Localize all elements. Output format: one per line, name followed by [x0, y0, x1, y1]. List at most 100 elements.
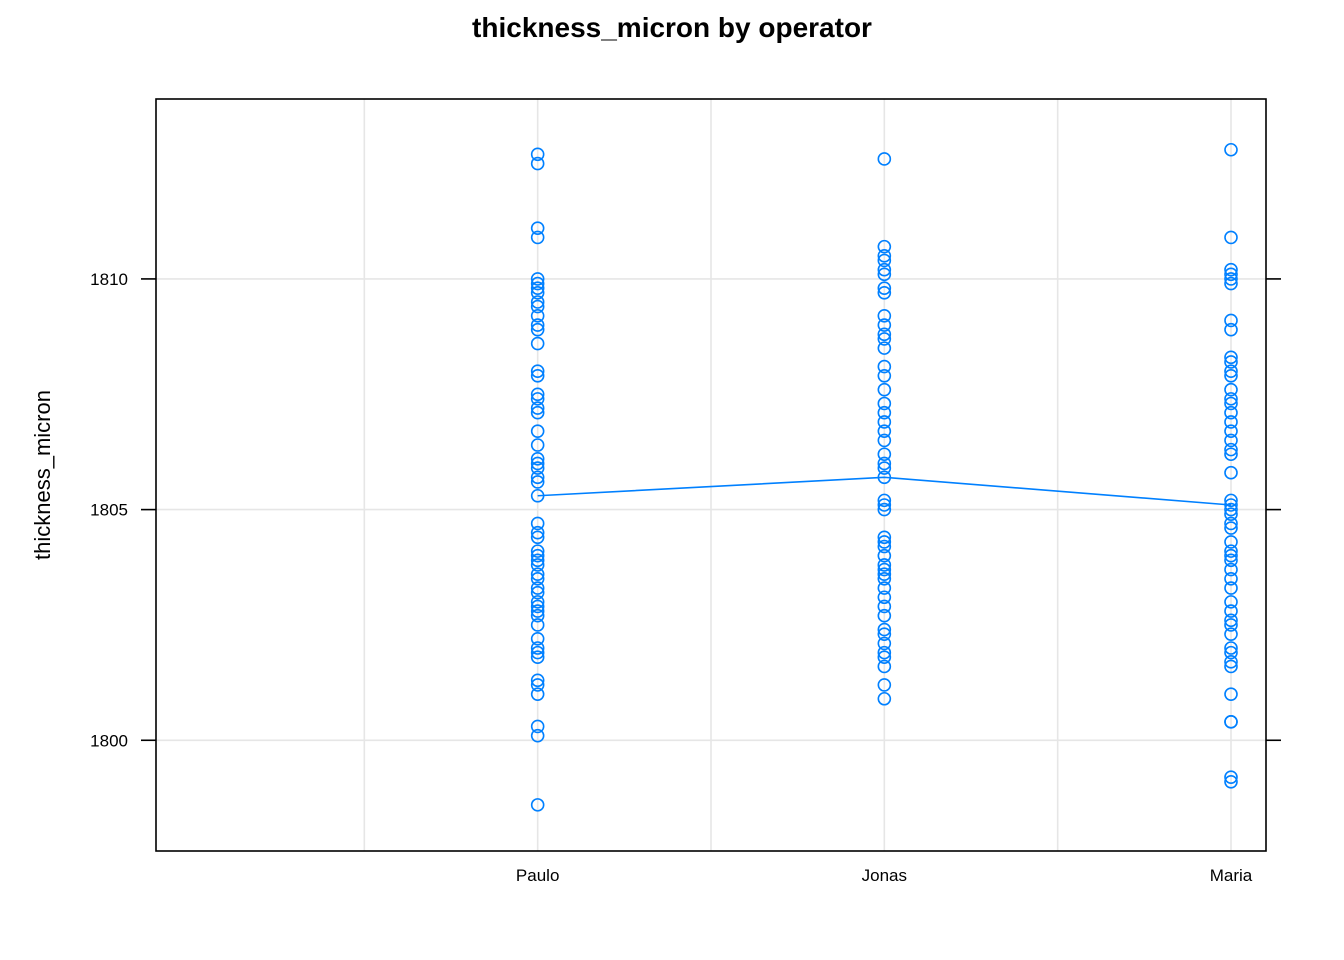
- chart-title: thickness_micron by operator: [472, 12, 872, 43]
- series-jonas: [877, 152, 892, 706]
- data-point: [1224, 774, 1238, 789]
- data-point: [877, 461, 892, 475]
- data-point: [877, 590, 892, 605]
- data-point: [530, 678, 545, 692]
- mean-line-layer: [537, 476, 1232, 506]
- data-point: [530, 645, 545, 660]
- data-point: [1224, 396, 1238, 411]
- data-point: [1224, 369, 1238, 383]
- data-point: [877, 433, 892, 448]
- data-point: [877, 645, 892, 660]
- grid-lines: [156, 99, 1266, 851]
- data-point: [530, 572, 545, 586]
- data-point: [530, 387, 545, 402]
- data-point: [1224, 502, 1238, 517]
- data-point: [530, 364, 545, 378]
- data-point: [530, 475, 545, 489]
- data-point: [1224, 604, 1238, 618]
- data-point: [530, 281, 545, 295]
- data-point: [530, 438, 545, 452]
- data-point: [1224, 405, 1238, 420]
- data-point: [530, 295, 545, 309]
- data-point: [530, 530, 545, 545]
- mean-line: [537, 476, 1232, 506]
- data-point: [877, 359, 892, 374]
- axis-ticks: 1800 1805 1810 Paulo Jonas Maria: [90, 270, 1281, 885]
- data-point: [1224, 548, 1238, 563]
- data-point: [1224, 553, 1238, 568]
- data-point: [877, 332, 892, 346]
- data-point: [1224, 392, 1238, 406]
- data-point: [530, 322, 545, 337]
- data-point: [530, 309, 545, 323]
- data-point: [530, 595, 545, 609]
- x-tick-label: Paulo: [516, 866, 559, 885]
- data-point: [530, 276, 545, 291]
- data-point: [530, 392, 545, 406]
- data-point: [1224, 544, 1238, 558]
- data-point: [877, 636, 892, 651]
- data-point: [530, 558, 545, 572]
- data-point: [877, 562, 892, 577]
- data-point: [877, 262, 892, 277]
- data-point: [1224, 262, 1238, 277]
- data-point: [530, 604, 545, 618]
- data-point: [1224, 516, 1238, 531]
- data-point: [877, 493, 892, 508]
- data-point: [1224, 613, 1238, 628]
- data-point: [1224, 355, 1238, 369]
- data-point: [530, 585, 545, 600]
- data-point: [1224, 770, 1238, 784]
- data-point: [877, 502, 892, 517]
- data-point: [530, 581, 545, 595]
- data-point: [1224, 230, 1238, 245]
- data-point: [877, 369, 892, 383]
- data-point: [530, 798, 545, 812]
- data-point: [877, 535, 892, 549]
- data-point: [1224, 447, 1238, 462]
- data-point: [877, 691, 892, 706]
- data-point: [1224, 562, 1238, 577]
- data-point: [530, 272, 545, 286]
- data-point: [1224, 645, 1238, 660]
- data-point: [877, 281, 892, 295]
- data-point: [1224, 687, 1238, 701]
- data-point: [877, 456, 892, 471]
- data-point: [877, 415, 892, 429]
- y-tick-label: 1810: [90, 270, 128, 289]
- data-point: [1224, 521, 1238, 535]
- data-point: [1224, 581, 1238, 595]
- data-point: [877, 622, 892, 637]
- data-point: [1224, 498, 1238, 512]
- data-point: [1224, 313, 1238, 328]
- data-point: [1224, 572, 1238, 586]
- series-paulo: [530, 147, 545, 812]
- data-point: [877, 627, 892, 641]
- data-point: [877, 548, 892, 563]
- data-point: [530, 221, 545, 235]
- data-point: [530, 452, 545, 466]
- data-point: [877, 599, 892, 614]
- x-tick-label: Jonas: [862, 866, 907, 885]
- data-point: [530, 405, 545, 420]
- data-point: [530, 631, 545, 646]
- data-point: [877, 267, 892, 282]
- data-point: [1224, 507, 1238, 522]
- data-point: [1224, 641, 1238, 655]
- data-point: [877, 285, 892, 300]
- data-point: [877, 678, 892, 692]
- data-point: [530, 488, 545, 503]
- data-point: [530, 525, 545, 540]
- data-point: [877, 572, 892, 586]
- data-point: [877, 650, 892, 665]
- data-point: [530, 401, 545, 415]
- data-point: [530, 299, 545, 314]
- data-point: [1224, 659, 1238, 674]
- data-point: [530, 687, 545, 701]
- data-point: [530, 318, 545, 332]
- x-tick-label: Maria: [1210, 866, 1253, 885]
- data-point: [530, 641, 545, 655]
- data-point: [877, 152, 892, 166]
- data-point: [877, 249, 892, 263]
